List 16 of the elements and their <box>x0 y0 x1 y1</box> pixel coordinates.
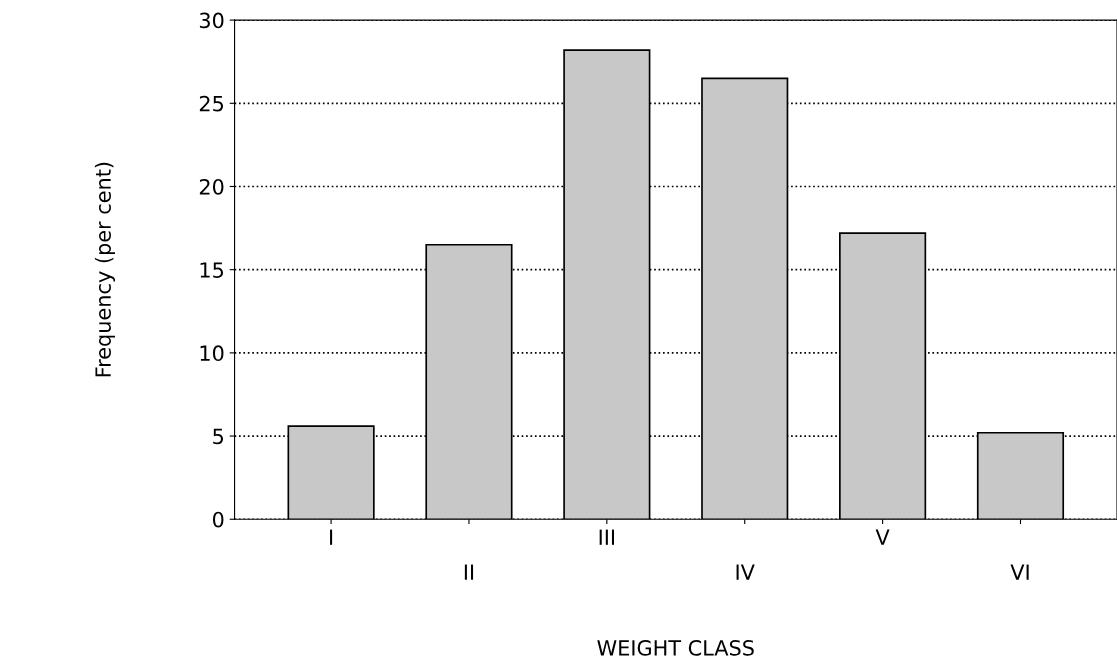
x-tick-label: II <box>464 564 474 580</box>
y-tick-label: 0 <box>212 511 224 528</box>
x-tick-label: VI <box>1010 564 1029 580</box>
y-axis-title: Frequency (per cent) <box>94 162 115 377</box>
y-tick-label: 20 <box>199 178 224 195</box>
x-tick-label: V <box>875 529 890 545</box>
y-tick-label: 10 <box>200 345 224 362</box>
x-axis-title: WEIGHT CLASS <box>597 640 754 656</box>
y-tick-label: 30 <box>199 12 224 29</box>
bar <box>839 232 927 520</box>
x-tick-label: I <box>330 529 333 545</box>
y-tick-label: 25 <box>199 95 224 112</box>
x-tick-label: IV <box>736 564 755 580</box>
x-tick-label: III <box>599 529 615 545</box>
y-tick-label: 15 <box>200 262 224 278</box>
y-tick-label: 5 <box>213 428 224 445</box>
